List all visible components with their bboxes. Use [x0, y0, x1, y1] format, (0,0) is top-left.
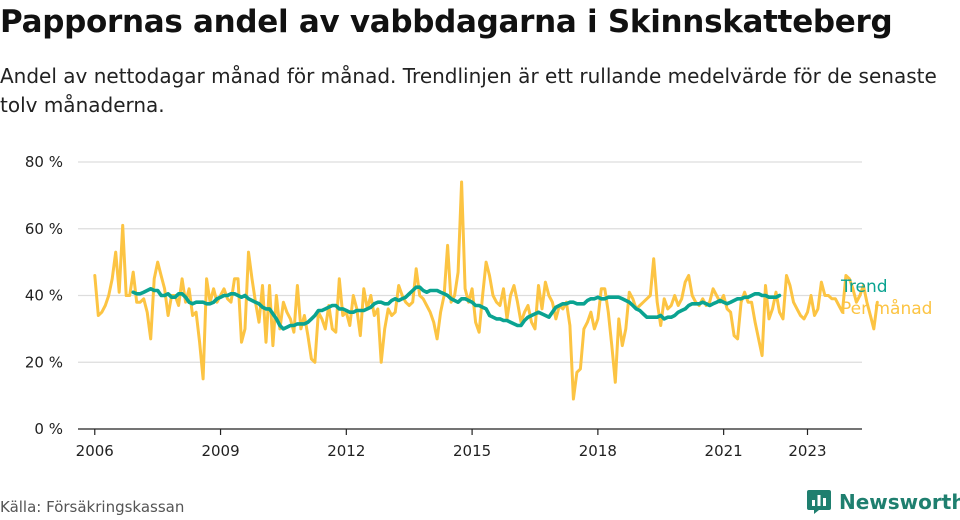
x-tick-label: 2009 — [201, 442, 239, 460]
line-chart: 0 % 20 % 40 % 60 % 80 % 2006 2009 2012 2015 2018… — [25, 153, 933, 460]
y-tick-label: 0 % — [34, 420, 63, 438]
x-axis: 2006 2009 2012 2015 2018 2021 2023 — [76, 428, 862, 460]
x-tick-label: 2006 — [76, 442, 114, 460]
y-tick-label: 40 % — [25, 287, 63, 305]
chart-title: Pappornas andel av vabbdagarna i Skinnsk… — [0, 4, 893, 40]
y-tick-label: 20 % — [25, 353, 63, 371]
trend-series-label: Trend — [840, 277, 888, 297]
newsworthy-logo-icon — [807, 490, 831, 514]
x-tick-label: 2021 — [705, 442, 743, 460]
monthly-line — [93, 180, 879, 401]
source-note: Källa: Försäkringskassan — [0, 498, 185, 516]
x-tick-label: 2012 — [327, 442, 365, 460]
x-tick-label: 2023 — [788, 442, 826, 460]
trend-line — [131, 285, 782, 331]
x-tick-label: 2018 — [579, 442, 617, 460]
chart-subtitle: Andel av nettodagar månad för månad. Tre… — [0, 64, 937, 117]
brand-name: Newsworthy — [839, 490, 960, 514]
x-tick-label: 2015 — [453, 442, 491, 460]
brand-logo: Newsworthy — [806, 489, 960, 515]
y-tick-label: 80 % — [25, 153, 63, 171]
y-tick-label: 60 % — [25, 220, 63, 238]
grid-lines — [78, 161, 862, 363]
y-axis-tick-labels: 0 % 20 % 40 % 60 % 80 % — [25, 153, 63, 438]
series-lines — [93, 180, 879, 401]
monthly-series-label: Per månad — [841, 298, 932, 319]
